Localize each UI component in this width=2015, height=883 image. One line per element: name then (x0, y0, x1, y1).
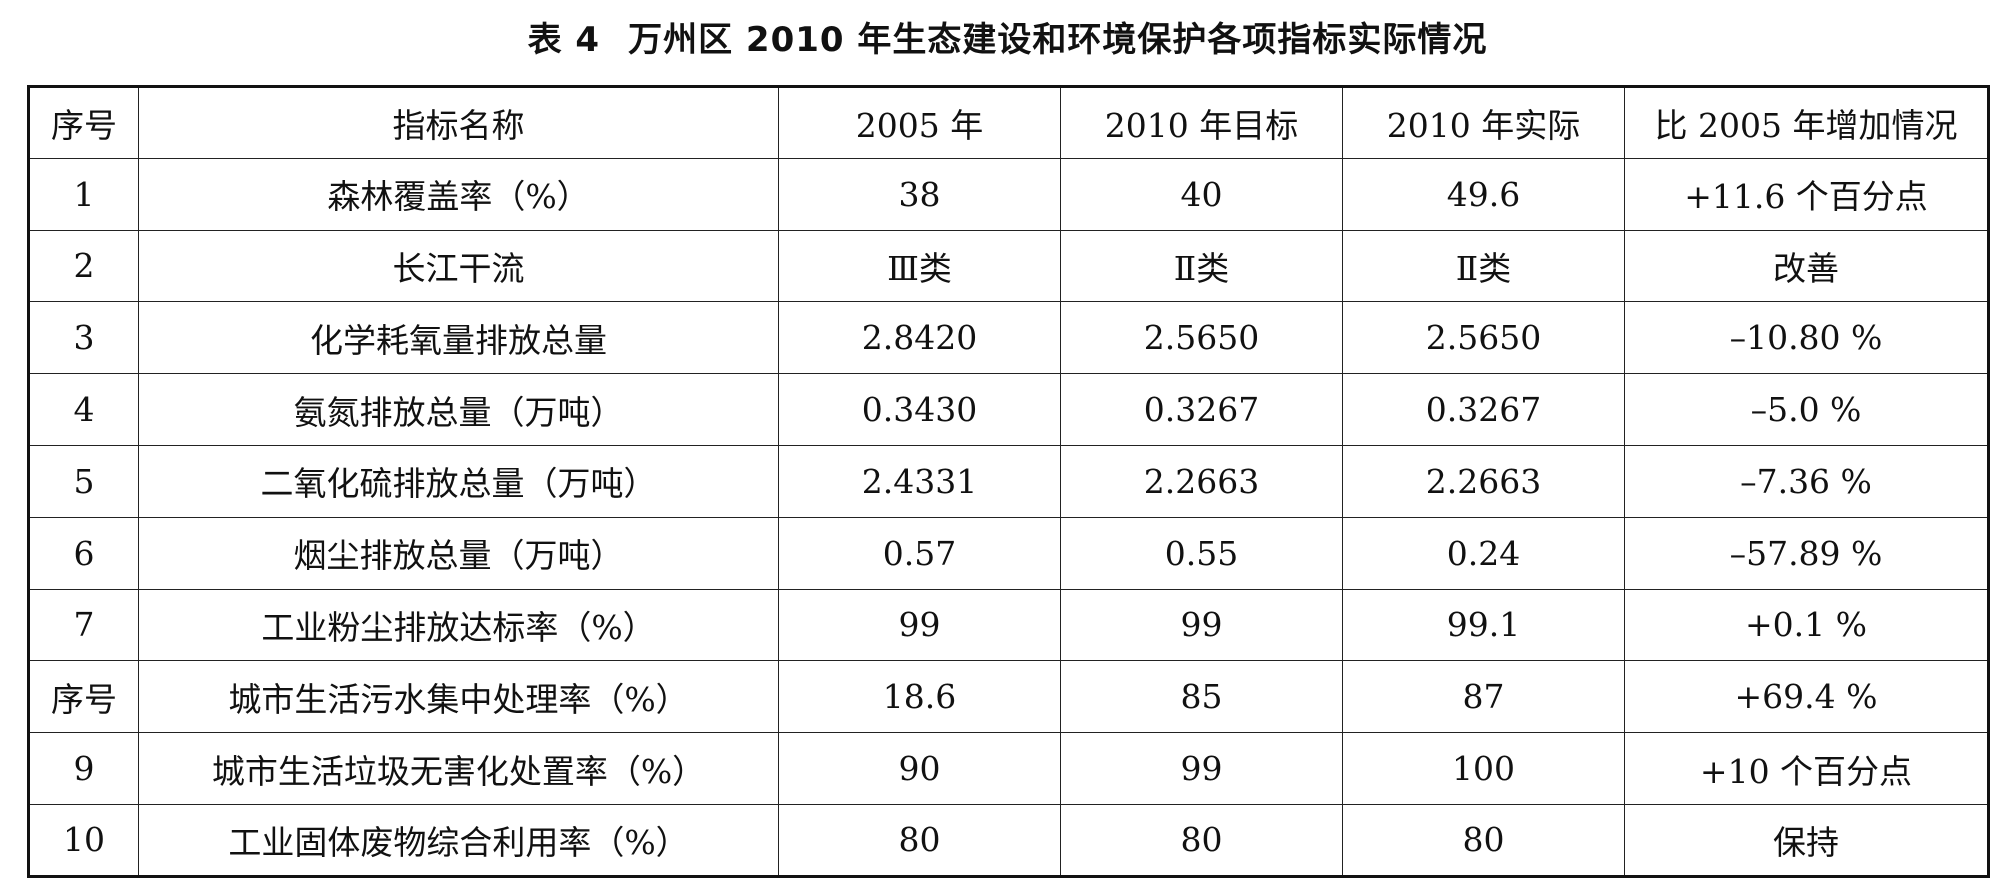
cell-indicator-name: 二氧化硫排放总量（万吨） (138, 444, 779, 518)
cell-index: 10 (28, 803, 139, 877)
table-row: 3 化学耗氧量排放总量 2.8420 2.5650 2.5650 –10.80 … (28, 301, 1989, 375)
cell-indicator-name: 烟尘排放总量（万吨） (138, 516, 779, 590)
cell-indicator-name: 工业固体废物综合利用率（%） (138, 803, 779, 877)
table-row: 2 长江干流 Ⅲ类 Ⅱ类 Ⅱ类 改善 (28, 229, 1989, 303)
cell-2010-target: 80 (1060, 803, 1343, 877)
header-index: 序号 (28, 86, 139, 159)
cell-2005: 99 (778, 588, 1061, 662)
cell-2010-target: 40 (1060, 157, 1343, 231)
cell-2010-actual: 2.2663 (1342, 444, 1625, 518)
cell-indicator-name: 氨氮排放总量（万吨） (138, 373, 779, 446)
cell-change: 保持 (1624, 803, 1989, 877)
cell-2005: 2.4331 (778, 444, 1061, 518)
cell-2005: 18.6 (778, 660, 1061, 734)
table-row: 1 森林覆盖率（%） 38 40 49.6 +11.6 个百分点 (28, 157, 1989, 231)
cell-2010-target: 85 (1060, 660, 1343, 734)
cell-change: +0.1 % (1624, 588, 1989, 662)
cell-2010-target: 2.2663 (1060, 444, 1343, 518)
cell-2005: Ⅲ类 (778, 229, 1061, 303)
cell-change: –7.36 % (1624, 444, 1989, 518)
cell-change: +11.6 个百分点 (1624, 157, 1989, 231)
cell-index: 7 (28, 588, 139, 662)
table-header-row: 序号 指标名称 2005 年 2010 年目标 2010 年实际 比 2005 … (28, 86, 1989, 159)
cell-change: –5.0 % (1624, 373, 1989, 446)
table-title-text: 万州区 2010 年生态建设和环境保护各项指标实际情况 (628, 20, 1488, 60)
table-row: 9 城市生活垃圾无害化处置率（%） 90 99 100 +10 个百分点 (28, 732, 1989, 805)
cell-2005: 90 (778, 732, 1061, 805)
cell-indicator-name: 工业粉尘排放达标率（%） (138, 588, 779, 662)
table-row: 7 工业粉尘排放达标率（%） 99 99 99.1 +0.1 % (28, 588, 1989, 662)
header-2005: 2005 年 (778, 86, 1061, 159)
cell-2010-actual: 99.1 (1342, 588, 1625, 662)
table-row: 6 烟尘排放总量（万吨） 0.57 0.55 0.24 –57.89 % (28, 516, 1989, 590)
table-row: 10 工业固体废物综合利用率（%） 80 80 80 保持 (28, 803, 1989, 877)
cell-2005: 80 (778, 803, 1061, 877)
cell-2005: 0.57 (778, 516, 1061, 590)
header-indicator-name: 指标名称 (138, 86, 779, 159)
cell-2010-target: 99 (1060, 732, 1343, 805)
cell-change: +10 个百分点 (1624, 732, 1989, 805)
cell-2010-actual: 100 (1342, 732, 1625, 805)
cell-2010-target: 0.55 (1060, 516, 1343, 590)
cell-index: 序号 (28, 660, 139, 734)
cell-2010-actual: 0.3267 (1342, 373, 1625, 446)
cell-index: 1 (28, 157, 139, 231)
cell-2010-actual: 2.5650 (1342, 301, 1625, 375)
cell-2010-target: 99 (1060, 588, 1343, 662)
cell-indicator-name: 城市生活垃圾无害化处置率（%） (138, 732, 779, 805)
indicator-table: 序号 指标名称 2005 年 2010 年目标 2010 年实际 比 2005 … (27, 85, 1990, 878)
cell-2010-actual: Ⅱ类 (1342, 229, 1625, 303)
cell-2005: 2.8420 (778, 301, 1061, 375)
cell-change: +69.4 % (1624, 660, 1989, 734)
cell-index: 2 (28, 229, 139, 303)
table-number: 表 4 (527, 20, 601, 60)
cell-2010-target: Ⅱ类 (1060, 229, 1343, 303)
cell-change: –10.80 % (1624, 301, 1989, 375)
cell-2005: 38 (778, 157, 1061, 231)
cell-indicator-name: 城市生活污水集中处理率（%） (138, 660, 779, 734)
table-row: 4 氨氮排放总量（万吨） 0.3430 0.3267 0.3267 –5.0 % (28, 373, 1989, 446)
cell-2010-target: 2.5650 (1060, 301, 1343, 375)
table-row: 5 二氧化硫排放总量（万吨） 2.4331 2.2663 2.2663 –7.3… (28, 444, 1989, 518)
cell-index: 3 (28, 301, 139, 375)
cell-change: 改善 (1624, 229, 1989, 303)
cell-index: 6 (28, 516, 139, 590)
cell-indicator-name: 化学耗氧量排放总量 (138, 301, 779, 375)
header-2010-actual: 2010 年实际 (1342, 86, 1625, 159)
cell-2010-target: 0.3267 (1060, 373, 1343, 446)
cell-2005: 0.3430 (778, 373, 1061, 446)
cell-2010-actual: 80 (1342, 803, 1625, 877)
cell-2010-actual: 0.24 (1342, 516, 1625, 590)
header-2010-target: 2010 年目标 (1060, 86, 1343, 159)
cell-2010-actual: 49.6 (1342, 157, 1625, 231)
cell-indicator-name: 森林覆盖率（%） (138, 157, 779, 231)
header-change-vs-2005: 比 2005 年增加情况 (1624, 86, 1989, 159)
table-title: 表 4 万州区 2010 年生态建设和环境保护各项指标实际情况 (0, 12, 2015, 68)
table-row: 序号 城市生活污水集中处理率（%） 18.6 85 87 +69.4 % (28, 660, 1989, 734)
cell-2010-actual: 87 (1342, 660, 1625, 734)
cell-change: –57.89 % (1624, 516, 1989, 590)
cell-indicator-name: 长江干流 (138, 229, 779, 303)
cell-index: 5 (28, 444, 139, 518)
cell-index: 9 (28, 732, 139, 805)
cell-index: 4 (28, 373, 139, 446)
